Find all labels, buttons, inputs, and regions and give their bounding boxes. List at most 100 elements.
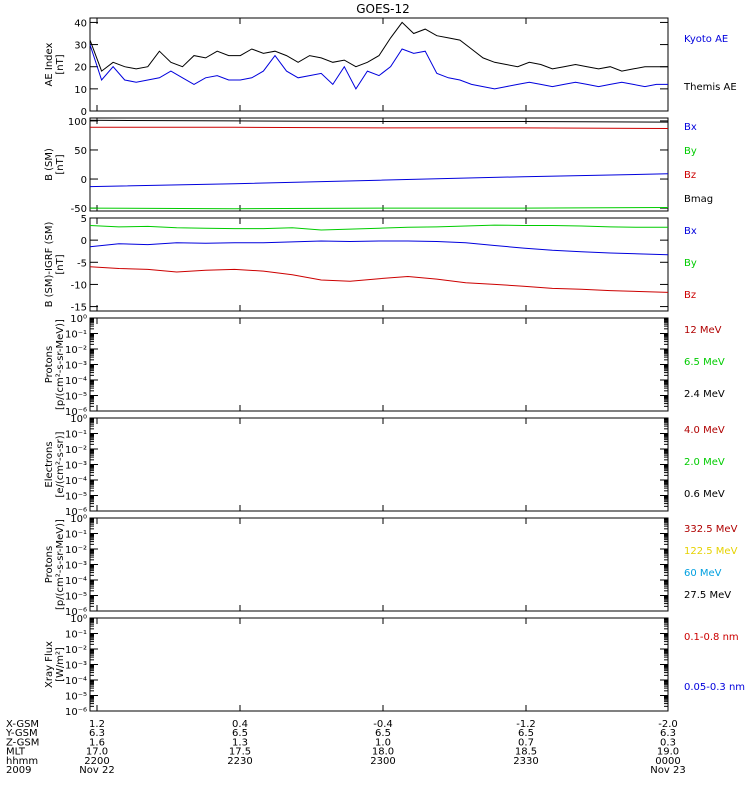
x-row-value: 6.3 bbox=[660, 728, 676, 739]
y-tick-label: 10⁻⁶ bbox=[65, 407, 87, 418]
y-tick-label: 10⁻⁶ bbox=[65, 607, 87, 618]
x-row-label: hhmm bbox=[6, 756, 38, 767]
legend-entry: 0.05-0.3 nm bbox=[684, 682, 745, 693]
y-tick-label: 10⁻⁴ bbox=[65, 576, 87, 587]
y-tick-label: 10⁻⁵ bbox=[65, 592, 87, 603]
legend-entry: 0.1-0.8 nm bbox=[684, 632, 739, 643]
panel-4: Protons [p/(cm²-s-sr-MeV)] 10⁰ 10⁻¹ 10⁻² 10⁻³… bbox=[44, 314, 725, 418]
panel-1: AE Index [nT] 0 10 20 30 40 Kyoto AE Themis AE bbox=[44, 17, 737, 118]
legend-entry: 27.5 MeV bbox=[684, 590, 731, 601]
y-tick-label: 0 bbox=[81, 175, 87, 186]
legend-entry: By bbox=[684, 146, 697, 157]
x-row-value: 0.4 bbox=[232, 719, 248, 730]
x-row-value: 2200 bbox=[84, 756, 109, 767]
y-axis-units: [e/(cm²-s-sr)] bbox=[55, 431, 66, 497]
x-row-value: 1.3 bbox=[232, 737, 248, 748]
series-line-bx bbox=[89, 240, 669, 256]
legend-entry: Bz bbox=[684, 290, 696, 301]
y-tick-label: 10⁰ bbox=[70, 414, 87, 425]
y-axis-label: AE Index bbox=[44, 42, 55, 86]
y-tick-label: 40 bbox=[74, 18, 87, 29]
x-row-value: 0.7 bbox=[518, 737, 534, 748]
x-row-value: 18.0 bbox=[372, 747, 394, 758]
panel-7: Xray Flux [W/m²] 10⁰ 10⁻¹ 10⁻² 10⁻³ 10⁻⁴ 10⁻⁵ 10… bbox=[44, 614, 745, 718]
legend-entry: Bmag bbox=[684, 194, 713, 205]
x-row-value: 17.0 bbox=[86, 747, 108, 758]
x-row-label: X-GSM bbox=[6, 719, 39, 730]
y-axis-units: [p/(cm²-s-sr-MeV)] bbox=[55, 319, 66, 410]
x-row-value: 6.5 bbox=[518, 728, 534, 739]
x-row-value: Nov 23 bbox=[650, 765, 685, 776]
panel-6: Protons [p/(cm²-s-sr-MeV)] 10⁰ 10⁻¹ 10⁻² 10⁻³… bbox=[44, 514, 738, 618]
y-axis-label: Xray Flux bbox=[44, 641, 55, 688]
series-line-by bbox=[89, 224, 668, 231]
y-tick-label: 10 bbox=[74, 85, 87, 96]
series-line-by bbox=[89, 207, 669, 210]
y-tick-label: 10⁻⁴ bbox=[65, 376, 87, 387]
y-tick-label: 10⁰ bbox=[70, 614, 87, 625]
x-row-value: 19.0 bbox=[657, 747, 679, 758]
y-tick-label: 10⁻⁴ bbox=[65, 476, 87, 487]
y-axis-label: Protons bbox=[44, 346, 55, 383]
legend-entry: Kyoto AE bbox=[684, 34, 728, 45]
y-tick-label: 10⁻⁵ bbox=[65, 692, 87, 703]
series-line-bz bbox=[89, 266, 669, 293]
y-axis-units: [p/(cm²-s-sr-MeV)] bbox=[55, 519, 66, 610]
x-row-label: Y-GSM bbox=[5, 728, 38, 739]
y-tick-label: 20 bbox=[74, 63, 87, 74]
legend-entry: 0.6 MeV bbox=[684, 489, 725, 500]
series-line-bx bbox=[89, 173, 669, 188]
legend-entry: 6.5 MeV bbox=[684, 357, 725, 368]
legend-entry: Bz bbox=[684, 170, 696, 181]
y-tick-label: 10⁻³ bbox=[65, 661, 87, 672]
x-row-value: 6.5 bbox=[375, 728, 391, 739]
legend-entry: Themis AE bbox=[683, 82, 737, 93]
panel-5: Electrons [e/(cm²-s-sr)] 10⁰ 10⁻¹ 10⁻² 10⁻³ 10… bbox=[44, 414, 725, 518]
y-tick-label: 10⁻⁵ bbox=[65, 392, 87, 403]
y-tick-label: -50 bbox=[71, 204, 87, 215]
x-row-value: 2330 bbox=[513, 756, 538, 767]
series-line-bmag bbox=[89, 119, 669, 123]
y-tick-label: 10⁻⁶ bbox=[65, 707, 87, 718]
y-tick-label: -15 bbox=[71, 303, 87, 314]
legend-entry: Bx bbox=[684, 122, 697, 133]
y-axis-units: [nT] bbox=[55, 254, 66, 274]
x-row-value: 1.0 bbox=[375, 737, 391, 748]
legend-entry: 2.0 MeV bbox=[684, 457, 725, 468]
y-tick-label: 100 bbox=[68, 117, 87, 128]
x-row-value: -2.0 bbox=[658, 719, 678, 730]
x-row-value: Nov 22 bbox=[79, 765, 114, 776]
panel-2: B (SM) [nT] -50 0 50 100 Bx By Bz Bmag bbox=[44, 117, 713, 215]
y-tick-label: 10⁻¹ bbox=[65, 430, 87, 441]
panel-frame bbox=[89, 417, 669, 512]
legend-entry: 12 MeV bbox=[684, 325, 722, 336]
y-axis-label: B (SM) bbox=[44, 148, 55, 181]
y-tick-label: -10 bbox=[71, 280, 87, 291]
y-tick-label: 10⁻² bbox=[65, 445, 87, 456]
x-row-label: Z-GSM bbox=[6, 737, 39, 748]
x-row-value: 0.3 bbox=[660, 737, 676, 748]
y-tick-label: 10⁻⁴ bbox=[65, 676, 87, 687]
y-tick-label: 5 bbox=[81, 214, 87, 225]
series-line-bz bbox=[90, 126, 669, 129]
y-axis-units: [nT] bbox=[55, 54, 66, 74]
panel-frame bbox=[89, 17, 669, 112]
y-tick-label: 10⁰ bbox=[70, 314, 87, 325]
y-tick-label: 10⁻¹ bbox=[65, 330, 87, 341]
x-axis-table: X-GSM 1.2 0.4 -0.4 -1.2 -2.0 Y-GSM 6.3 6.5 6.5 6.5… bbox=[5, 719, 686, 776]
x-row-value: 2230 bbox=[227, 756, 252, 767]
y-tick-label: 50 bbox=[74, 146, 87, 157]
panel-frame bbox=[89, 117, 669, 212]
y-tick-label: 10⁻² bbox=[65, 545, 87, 556]
y-tick-label: 10⁻³ bbox=[65, 461, 87, 472]
x-row-value: 0000 bbox=[655, 756, 680, 767]
x-row-value: 18.5 bbox=[515, 747, 537, 758]
x-row-value: 1.6 bbox=[89, 737, 105, 748]
y-tick-label: 10⁻⁵ bbox=[65, 492, 87, 503]
legend-entry: 2.4 MeV bbox=[684, 389, 725, 400]
figure-title: GOES-12 bbox=[356, 2, 410, 16]
y-tick-label: 0 bbox=[81, 236, 87, 247]
y-axis-label: Protons bbox=[44, 546, 55, 583]
